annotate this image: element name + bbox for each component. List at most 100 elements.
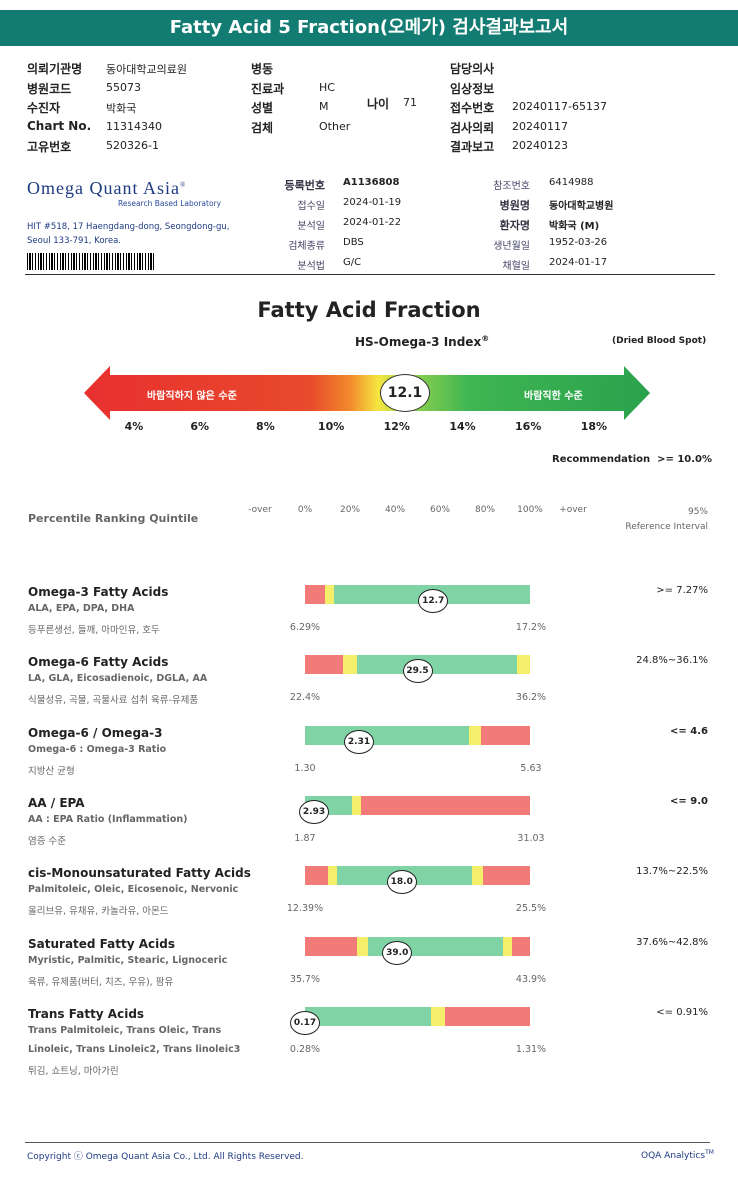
lab-info-box — [25, 170, 715, 275]
bar-segment — [480, 726, 530, 745]
lab-field-label: 분석법 — [297, 261, 325, 272]
row-food-sources: 지방산 균형 — [28, 766, 75, 777]
row-subtitle: Myristic, Palmitic, Stearic, Lignoceric — [28, 955, 228, 966]
reference-interval: 13.7%~22.5% — [636, 866, 708, 877]
row-food-sources: 염증 수준 — [28, 836, 66, 847]
reference-interval: >= 7.27% — [656, 585, 708, 596]
lab-logo: Omega Quant Asia® — [27, 178, 186, 199]
reference-interval: <= 9.0 — [670, 796, 708, 807]
lower-limit: 22.4% — [289, 692, 321, 703]
omega3-index-arrow — [84, 366, 650, 420]
lab-name: Omega Quant Asia — [27, 178, 180, 198]
percentile-tick: +over — [559, 505, 587, 515]
header-label: 접수번호 — [450, 101, 495, 115]
row-food-sources: 육류, 유제품(버터, 치즈, 우유), 팜유 — [28, 977, 174, 988]
brand: OQA AnalyticsTM — [641, 1149, 714, 1161]
header-value: 20240117 — [512, 119, 568, 133]
row-title: cis-Monounsaturated Fatty Acids — [28, 866, 251, 880]
header-value: M — [319, 100, 329, 113]
sample-type-label: (Dried Blood Spot) — [612, 336, 707, 346]
omega3-index-value: 12.1 — [380, 374, 430, 412]
undesirable-level-label: 바람직하지 않은 수준 — [147, 391, 237, 402]
bar-segment — [352, 796, 362, 815]
row-title: Omega-6 / Omega-3 — [28, 726, 163, 740]
value-marker: 18.0 — [386, 870, 417, 894]
reference-interval: 24.8%~36.1% — [636, 655, 708, 666]
upper-limit: 36.2% — [515, 692, 547, 703]
bar-segment — [444, 1007, 530, 1026]
bar-segment — [343, 655, 357, 674]
index-scale-tick: 6% — [190, 420, 210, 433]
lab-field-label: 참조번호 — [493, 181, 530, 192]
lab-address-line1: HIT #518, 17 Haengdang-dong, Seongdong-g… — [27, 222, 230, 232]
copyright: Copyright ⓒ Omega Quant Asia Co., Ltd. A… — [27, 1152, 304, 1162]
lab-field-value: 6414988 — [549, 177, 594, 188]
header-label: 병원코드 — [27, 81, 72, 96]
lab-field-value: DBS — [343, 237, 364, 248]
header-label: 병동 — [251, 62, 274, 76]
percentile-bar — [305, 726, 530, 745]
lower-limit: 12.39% — [286, 903, 324, 914]
row-subtitle: Omega-6 : Omega-3 Ratio — [28, 744, 167, 755]
bar-segment — [305, 866, 328, 885]
lab-field-value: A1136808 — [343, 177, 400, 188]
header-label: 의뢰기관명 — [27, 62, 83, 76]
index-scale-tick: 16% — [515, 420, 542, 433]
lab-field-label: 검체종류 — [288, 241, 325, 252]
row-title: Saturated Fatty Acids — [28, 937, 175, 951]
bar-segment — [327, 866, 337, 885]
lab-field-label: 등록번호 — [284, 179, 325, 192]
row-title: Trans Fatty Acids — [28, 1007, 145, 1021]
main-title: Fatty Acid Fraction — [257, 298, 481, 322]
lab-field-label: 환자명 — [499, 219, 530, 232]
lower-limit: 6.29% — [289, 622, 321, 633]
bar-segment — [471, 866, 483, 885]
percentile-bar — [305, 866, 530, 885]
header-value: Other — [319, 119, 351, 133]
brand-trademark: TM — [705, 1149, 714, 1156]
row-subtitle: ALA, EPA, DPA, DHA — [28, 603, 135, 614]
lab-field-value: 박화국 (M) — [549, 221, 600, 232]
bar-segment — [305, 726, 470, 745]
percentile-tick: -over — [248, 505, 272, 515]
bar-segment — [305, 585, 326, 604]
reference-interval: <= 0.91% — [656, 1007, 708, 1018]
age-label: 나이 — [367, 97, 390, 111]
lab-address-line2: Seoul 133-791, Korea. — [27, 236, 121, 246]
lab-trademark: ® — [179, 181, 187, 189]
bar-segment — [356, 655, 517, 674]
bar-segment — [512, 937, 530, 956]
upper-limit: 1.31% — [515, 1044, 547, 1055]
row-food-sources: 올리브유, 유채유, 카놀라유, 아몬드 — [28, 906, 169, 917]
index-scale-tick: 8% — [256, 420, 275, 433]
row-subtitle: Palmitoleic, Oleic, Eicosenoic, Nervonic — [28, 884, 239, 895]
upper-limit: 17.2% — [515, 622, 547, 633]
bar-segment — [516, 655, 530, 674]
header-value: 11314340 — [106, 119, 162, 133]
value-marker: 39.0 — [382, 941, 413, 965]
lower-limit: 1.87 — [294, 833, 316, 844]
bar-segment — [431, 1007, 445, 1026]
index-scale-tick: 4% — [124, 420, 144, 433]
brand-name: OQA Analytics — [641, 1151, 706, 1161]
percentile-tick: 0% — [297, 505, 313, 515]
row-title: Omega-3 Fatty Acids — [28, 585, 169, 599]
header-label: 결과보고 — [450, 140, 495, 154]
reference-interval: <= 4.6 — [670, 726, 708, 737]
bar-segment — [305, 655, 344, 674]
percentile-bar — [305, 1007, 530, 1026]
row-subtitle: LA, GLA, Eicosadienoic, DGLA, AA — [28, 673, 208, 684]
row-title: Omega-6 Fatty Acids — [28, 655, 169, 669]
value-marker: 0.17 — [290, 1011, 320, 1035]
value-marker: 29.5 — [402, 659, 433, 683]
bar-segment — [305, 1007, 431, 1026]
age-value: 71 — [403, 96, 417, 109]
header-label: 검체 — [251, 120, 274, 135]
bar-segment — [305, 937, 357, 956]
reference-interval-header: 95% Reference Interval — [600, 505, 708, 535]
percentile-bar — [305, 655, 530, 674]
row-subtitle: Trans Palmitoleic, Trans Oleic, Trans — [28, 1025, 222, 1036]
lab-field-value: 2024-01-17 — [549, 257, 608, 268]
upper-limit: 43.9% — [515, 974, 547, 985]
recommendation: Recommendation >= 10.0% — [552, 454, 712, 465]
